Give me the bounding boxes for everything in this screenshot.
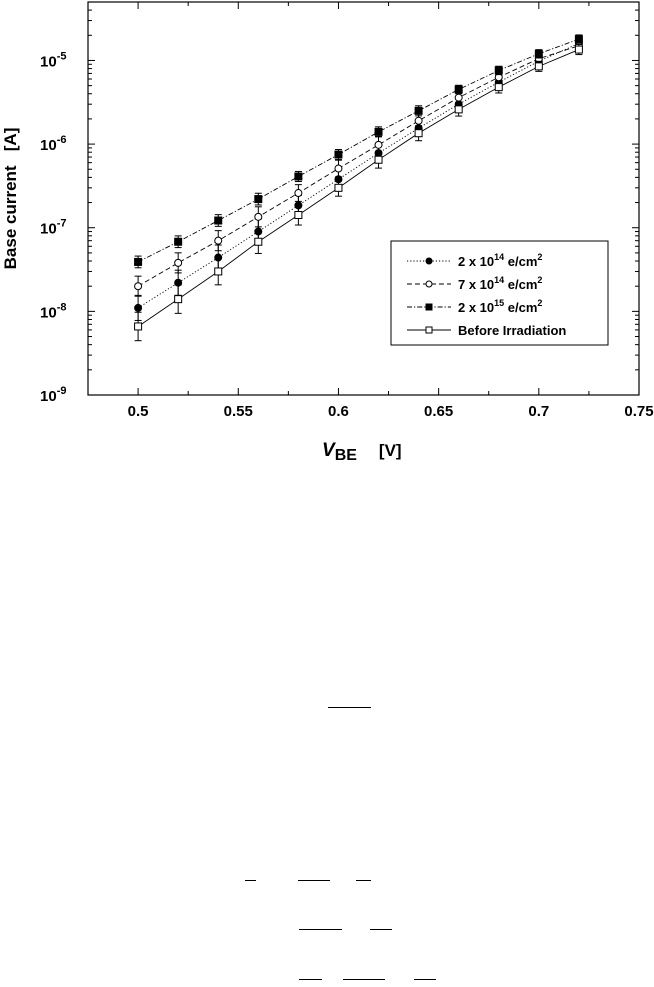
legend-label: 2 x 1015 e/cm2 [458, 298, 542, 315]
data-point [294, 189, 303, 198]
data-point [214, 236, 223, 245]
data-point [374, 140, 383, 149]
data-point [174, 295, 183, 304]
y-axis-title: Base current [A] [1, 128, 20, 270]
series-line [137, 42, 580, 309]
data-point [174, 258, 183, 267]
data-point [334, 164, 343, 173]
data-point [214, 267, 223, 276]
y-tick-label: 10-8 [40, 301, 66, 321]
data-point [254, 195, 263, 204]
x-tick-label: 0.75 [624, 403, 653, 420]
equation-fraction-bar [370, 929, 392, 930]
data-point [414, 116, 423, 125]
x-tick-label: 0.7 [528, 403, 549, 420]
data-point [374, 155, 383, 164]
data-point [425, 326, 433, 334]
x-axis-title: VBE [V] [322, 440, 402, 464]
data-point [494, 66, 503, 75]
equation-fraction-bar [343, 979, 385, 980]
data-point [425, 303, 433, 311]
equation-fraction-bar [356, 880, 371, 881]
data-point [454, 93, 463, 102]
legend-label: 2 x 1014 e/cm2 [458, 252, 542, 269]
data-point [454, 105, 463, 114]
equation-fraction-bar [298, 880, 330, 881]
equation-fraction-bar [299, 979, 322, 980]
x-tick-label: 0.5 [128, 403, 149, 420]
data-point [534, 49, 543, 58]
data-point [414, 106, 423, 115]
equation-fraction-bar [414, 979, 436, 980]
series-line [137, 45, 580, 287]
data-point [534, 62, 543, 71]
series-2 [134, 34, 583, 269]
data-point [294, 210, 303, 219]
x-tick-label: 0.6 [328, 403, 349, 420]
y-tick-label: 10-5 [40, 50, 66, 70]
data-point [134, 257, 143, 266]
y-tick-label: 10-9 [40, 385, 66, 405]
data-point [414, 129, 423, 138]
plot-frame [87, 1, 640, 396]
data-point [334, 150, 343, 159]
data-point [174, 237, 183, 246]
data-point [214, 216, 223, 225]
y-tick-label: 10-6 [40, 134, 66, 154]
data-point [374, 127, 383, 136]
data-point [425, 280, 433, 288]
equation-fraction-bar [299, 929, 342, 930]
data-point [294, 172, 303, 181]
data-point [134, 303, 143, 312]
data-point [494, 83, 503, 92]
series-line [137, 49, 580, 327]
equation-fraction-bar [245, 880, 256, 881]
data-point [134, 322, 143, 331]
x-tick-label: 0.65 [424, 403, 453, 420]
legend-label: 7 x 1014 e/cm2 [458, 275, 542, 292]
series-line [137, 38, 580, 263]
legend-label: Before Irradiation [458, 323, 566, 338]
data-point [454, 85, 463, 94]
x-tick-label: 0.55 [224, 403, 253, 420]
data-point [425, 257, 433, 265]
data-point [254, 237, 263, 246]
y-tick-label: 10-7 [40, 218, 66, 238]
equation-fraction-bar [328, 707, 371, 708]
data-point [574, 45, 583, 54]
data-point [254, 212, 263, 221]
data-point [574, 35, 583, 44]
series-3 [134, 44, 583, 342]
data-point [134, 282, 143, 291]
data-point [334, 183, 343, 192]
